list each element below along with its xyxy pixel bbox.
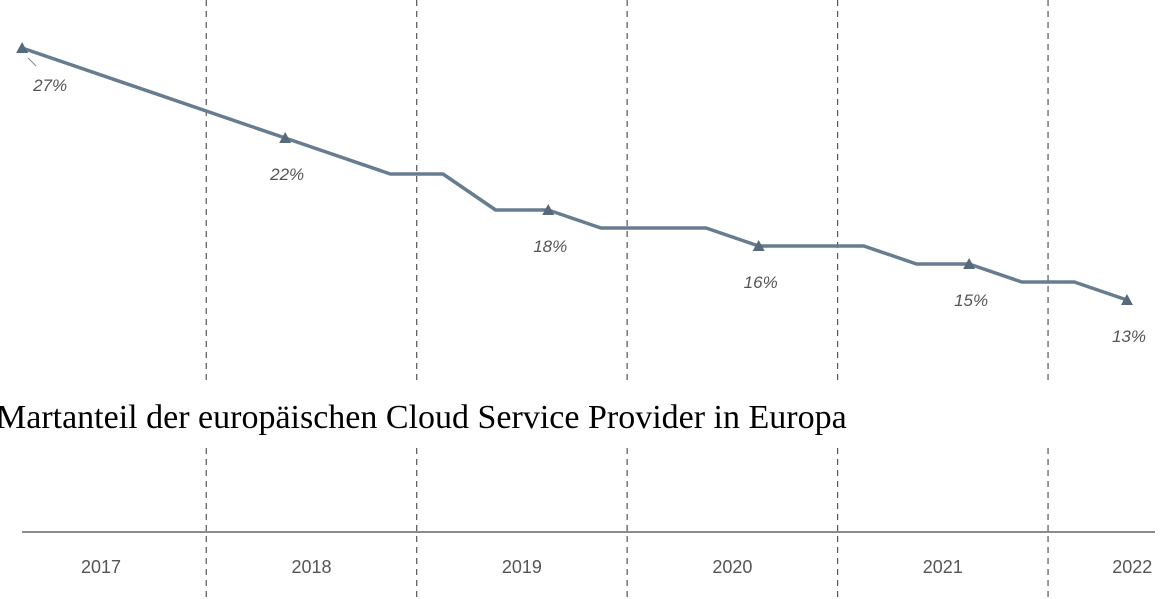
x-tick-label: 2018 [291, 557, 331, 577]
marker [1120, 294, 1133, 305]
leader-line [27, 57, 37, 67]
x-tick-label: 2017 [81, 557, 121, 577]
x-tick-label: 2022 [1112, 557, 1152, 577]
value-label: 15% [954, 291, 988, 310]
value-label: 22% [269, 165, 304, 184]
marker [963, 258, 976, 269]
value-label: 18% [533, 237, 567, 256]
x-tick-label: 2020 [712, 557, 752, 577]
x-tick-label: 2021 [923, 557, 963, 577]
chart-title: Martanteil der europäischen Cloud Servic… [0, 399, 847, 436]
value-label: 16% [744, 273, 778, 292]
value-label: 27% [32, 76, 67, 95]
value-label: 13% [1112, 327, 1146, 346]
marker [542, 204, 555, 215]
x-tick-label: 2019 [502, 557, 542, 577]
marker [279, 132, 292, 143]
marker [752, 240, 765, 251]
marker [16, 42, 29, 53]
line [21, 46, 1128, 302]
